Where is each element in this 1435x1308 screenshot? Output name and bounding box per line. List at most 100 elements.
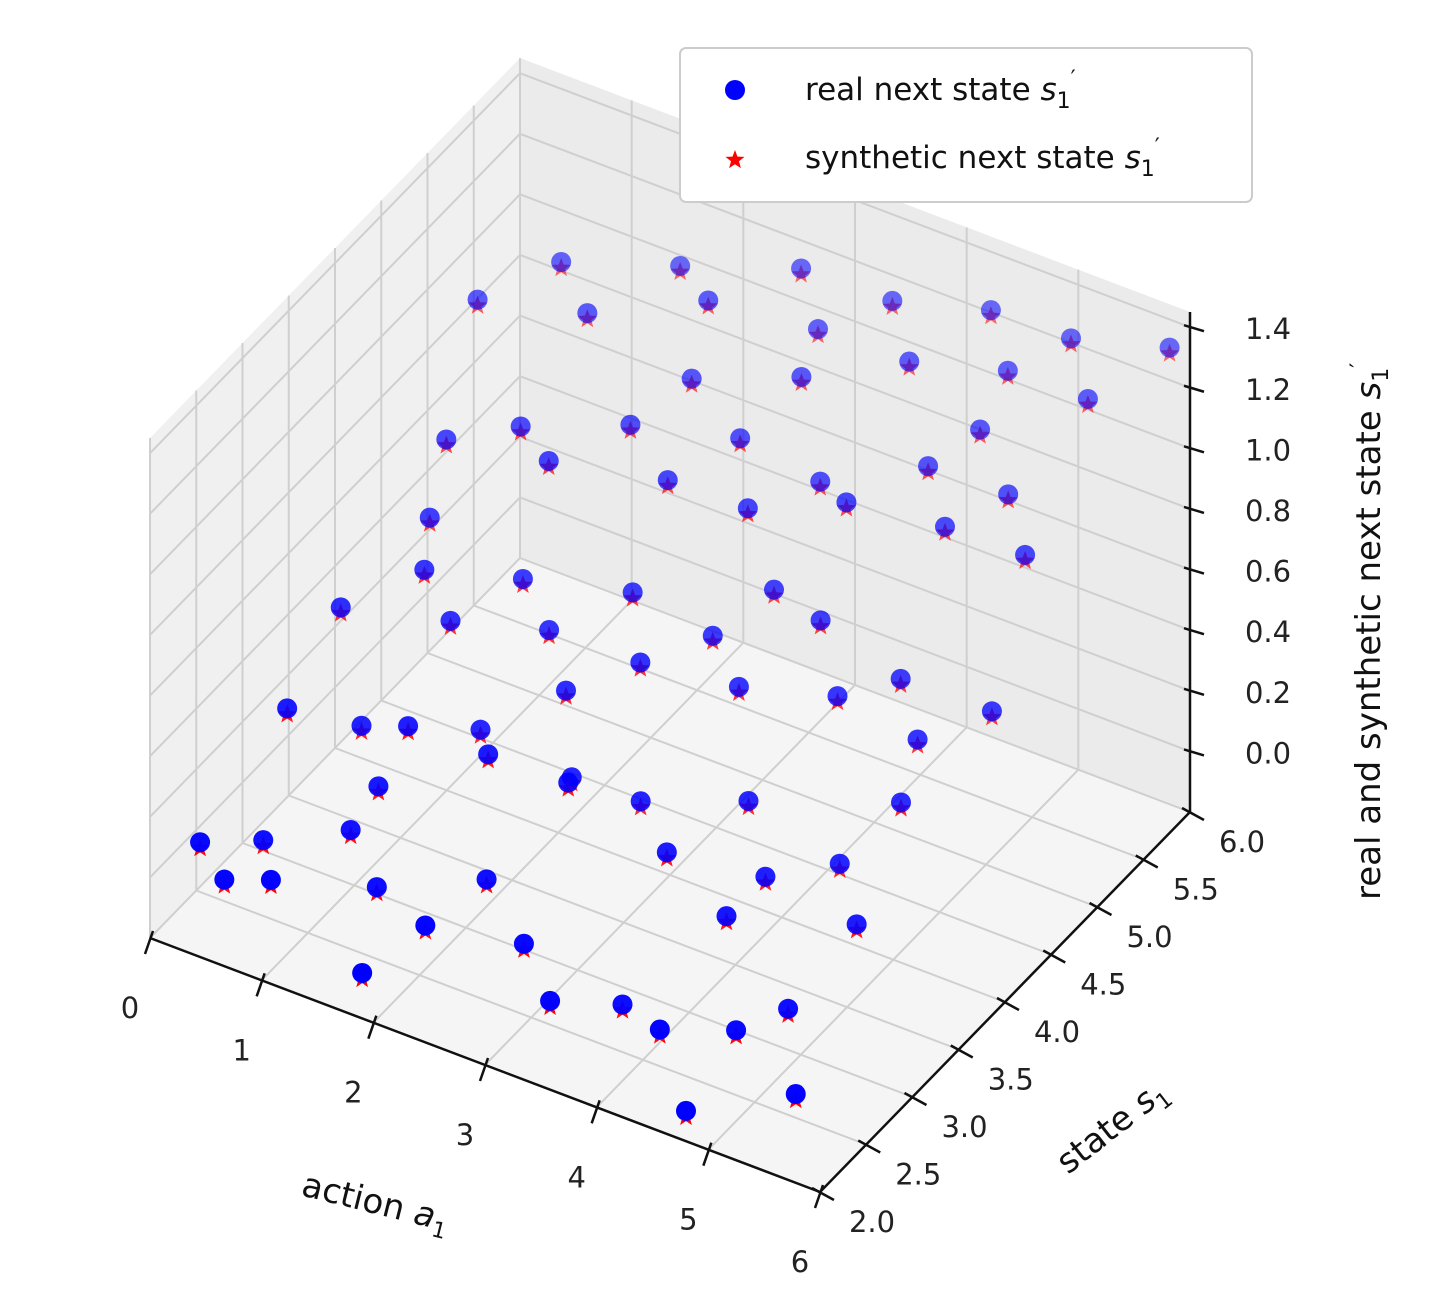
grid-y-floor <box>427 652 1098 908</box>
real-point <box>764 579 784 600</box>
real-point <box>980 300 1001 321</box>
real-point <box>791 258 812 279</box>
real-point <box>190 832 211 853</box>
real-point <box>737 498 758 519</box>
legend-label-synthetic: synthetic next state s1′ <box>805 135 1160 182</box>
grid-y-floor <box>288 794 960 1051</box>
real-point <box>997 360 1018 381</box>
real-point <box>698 290 719 311</box>
grid-z-back <box>519 193 1191 450</box>
real-point <box>612 994 633 1015</box>
x-tick-label: 2 <box>344 1076 362 1110</box>
real-point <box>622 582 643 603</box>
z-tick-label: 0.8 <box>1245 494 1291 528</box>
real-point <box>882 290 903 311</box>
real-point <box>981 701 1002 722</box>
real-point <box>253 830 274 851</box>
x-tick-mark <box>478 1057 490 1082</box>
real-point <box>808 319 828 340</box>
x-tick-label: 0 <box>121 991 139 1025</box>
real-point <box>368 776 389 797</box>
z-tick-mark <box>1183 384 1205 393</box>
legend-box <box>679 47 1253 203</box>
real-point <box>827 686 848 707</box>
grid-z-back <box>519 314 1191 571</box>
z-tick-label: 1.4 <box>1245 312 1291 346</box>
real-point <box>556 680 576 701</box>
real-point <box>436 429 457 450</box>
real-point <box>419 507 440 528</box>
y-tick-mark <box>950 1044 974 1059</box>
real-point <box>398 716 419 737</box>
real-point <box>846 914 867 935</box>
z-tick-label: 1.2 <box>1245 373 1291 407</box>
grid-y-floor <box>380 699 1052 956</box>
real-point <box>836 492 857 513</box>
y-tick-mark <box>857 1139 881 1154</box>
real-point <box>1159 337 1180 358</box>
y-tick-mark <box>903 1091 928 1107</box>
y-tick-label: 4.0 <box>1034 1015 1080 1049</box>
grid-z-left <box>149 496 521 879</box>
real-point <box>630 652 651 673</box>
grid-z-back <box>519 496 1191 753</box>
grid-z-left <box>149 375 521 757</box>
real-point <box>657 470 678 491</box>
real-point <box>810 610 831 631</box>
real-point <box>414 559 435 580</box>
z-tick-label: 0.4 <box>1245 615 1291 649</box>
legend-marker-synthetic <box>725 150 745 169</box>
x-tick-label: 3 <box>456 1118 474 1152</box>
grid-y-floor <box>195 889 867 1146</box>
real-point <box>539 620 560 641</box>
y-tick-mark <box>1181 806 1205 822</box>
y-tick-mark <box>996 996 1020 1012</box>
real-point <box>891 792 911 813</box>
real-point <box>1077 388 1098 409</box>
real-point <box>513 933 534 954</box>
grid-y-floor <box>473 604 1145 861</box>
real-point <box>366 877 387 898</box>
grid-z-left <box>149 314 521 697</box>
z-tick-label: 0.2 <box>1245 676 1291 710</box>
real-point <box>730 428 751 449</box>
x-tick-mark <box>590 1099 601 1124</box>
x-axis-label: action a1 <box>297 1165 454 1245</box>
grid-z-back <box>519 254 1191 510</box>
real-point <box>778 998 799 1019</box>
y-tick-mark <box>1042 949 1066 964</box>
real-point <box>899 351 920 372</box>
real-point <box>649 1019 670 1040</box>
real-point <box>728 676 749 697</box>
real-point <box>702 625 723 646</box>
z-tick-mark <box>1183 505 1205 515</box>
grid-lines <box>149 58 1191 1193</box>
legend-marker-real <box>725 80 745 100</box>
real-point <box>577 303 598 324</box>
x-tick-mark <box>143 930 155 955</box>
real-point <box>791 366 812 387</box>
grid-z-left <box>149 193 521 576</box>
grid-y-floor <box>242 842 913 1098</box>
real-point <box>351 715 372 736</box>
real-point <box>260 869 281 890</box>
real-point <box>630 791 651 812</box>
real-point <box>478 744 499 765</box>
real-point <box>540 990 561 1011</box>
grid-z-back <box>519 132 1191 389</box>
x-tick-mark <box>702 1142 713 1167</box>
y-tick-label: 2.0 <box>849 1205 895 1239</box>
real-point <box>738 790 759 811</box>
real-point <box>716 906 737 927</box>
grid-y-floor <box>334 747 1006 1003</box>
z-tick-mark <box>1183 687 1205 696</box>
z-tick-label: 0.0 <box>1245 736 1291 770</box>
real-point <box>352 962 373 983</box>
z-tick-label: 1.0 <box>1245 433 1291 467</box>
real-point <box>440 610 461 631</box>
z-tick-mark <box>1183 566 1205 575</box>
x-tick-label: 1 <box>232 1033 250 1067</box>
y-tick-label: 3.5 <box>988 1063 1034 1097</box>
real-point <box>1015 544 1036 565</box>
x-tick-mark <box>813 1184 825 1209</box>
